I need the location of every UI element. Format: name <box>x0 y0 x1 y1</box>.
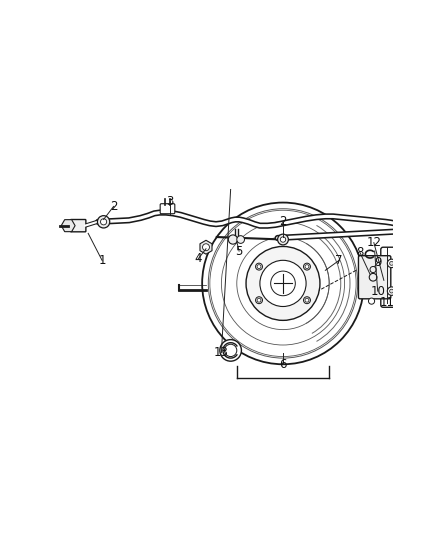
Text: 1: 1 <box>98 254 106 267</box>
Circle shape <box>246 246 320 320</box>
Text: 8: 8 <box>356 246 364 259</box>
Text: 13: 13 <box>214 346 229 359</box>
Circle shape <box>280 237 286 242</box>
FancyBboxPatch shape <box>160 204 175 214</box>
FancyBboxPatch shape <box>358 256 391 299</box>
Circle shape <box>100 219 107 225</box>
Circle shape <box>220 340 241 361</box>
Circle shape <box>305 265 309 269</box>
Circle shape <box>255 263 262 270</box>
Circle shape <box>202 203 364 364</box>
Circle shape <box>304 263 311 270</box>
Text: 10: 10 <box>370 285 385 297</box>
Text: 2: 2 <box>110 200 117 213</box>
Circle shape <box>228 235 237 244</box>
Circle shape <box>368 298 374 304</box>
Text: 9: 9 <box>374 256 381 269</box>
Circle shape <box>237 236 244 244</box>
Circle shape <box>97 216 110 228</box>
Text: 7: 7 <box>336 254 343 267</box>
Circle shape <box>304 297 311 304</box>
Circle shape <box>278 234 288 245</box>
Circle shape <box>257 298 261 302</box>
Circle shape <box>305 298 309 302</box>
Circle shape <box>390 262 393 265</box>
Circle shape <box>260 260 306 306</box>
Text: 3: 3 <box>166 195 173 207</box>
Text: 2: 2 <box>279 215 287 228</box>
Circle shape <box>224 344 237 357</box>
FancyBboxPatch shape <box>71 220 86 232</box>
Circle shape <box>271 271 295 296</box>
Circle shape <box>387 259 396 268</box>
Circle shape <box>390 289 393 293</box>
Circle shape <box>257 265 261 269</box>
Circle shape <box>387 287 396 295</box>
Text: 12: 12 <box>366 236 381 249</box>
Text: 4: 4 <box>194 252 202 265</box>
Circle shape <box>255 297 262 304</box>
Circle shape <box>202 244 209 251</box>
Text: 5: 5 <box>235 245 243 257</box>
Text: 6: 6 <box>279 358 287 371</box>
FancyBboxPatch shape <box>381 247 403 308</box>
Text: 11: 11 <box>379 296 395 309</box>
